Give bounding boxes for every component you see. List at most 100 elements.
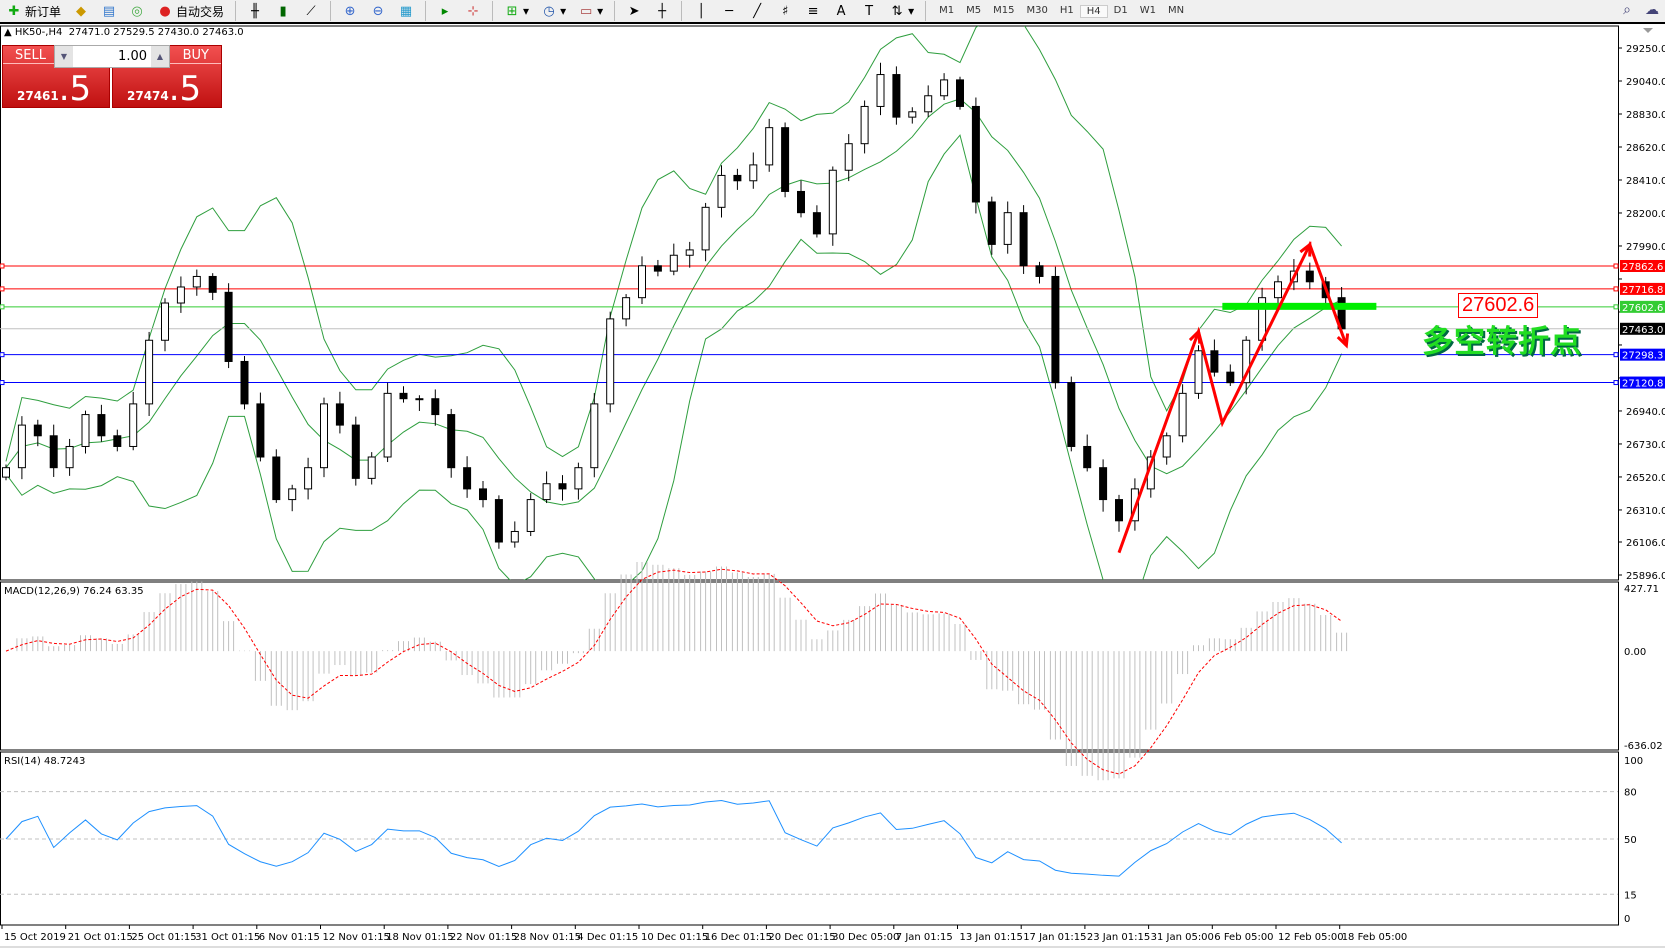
zoom-out-button[interactable]: ⊖ (366, 0, 390, 22)
price-tick-label: 28830.0 (1626, 110, 1665, 121)
bar-chart-button[interactable]: ╫ (243, 0, 267, 22)
periods-button[interactable]: ◷ ▾ (537, 0, 570, 22)
candle-bearish (1051, 275, 1060, 384)
candle-bullish (17, 424, 26, 469)
candle-bearish (1083, 445, 1092, 469)
price-tick-label: 25896.0 (1626, 571, 1665, 582)
candle-bullish (828, 169, 837, 235)
increase-lot-button[interactable]: ▲ (151, 46, 169, 67)
timeframe-m1[interactable]: M1 (939, 4, 955, 16)
time-tick-label: 18 Nov 01:15 (386, 932, 453, 943)
candle-bearish (558, 483, 567, 490)
timeframe-h4[interactable]: H4 (1079, 4, 1108, 18)
line-handle (1613, 304, 1619, 310)
time-tick-label: 16 Dec 01:15 (705, 932, 772, 943)
timeframe-m30[interactable]: M30 (1026, 4, 1048, 16)
status-strip (0, 946, 1665, 948)
fibonacci-icon: ≡ (807, 3, 819, 19)
candle-bearish (49, 435, 58, 469)
macd-tick-label: 0.00 (1624, 647, 1646, 658)
text-button[interactable]: A (829, 0, 853, 22)
horizontal-line-button[interactable]: ─ (717, 0, 741, 22)
decrease-lot-button[interactable]: ▼ (55, 46, 73, 67)
price-tick-label: 28200.0 (1626, 209, 1665, 220)
toolbar-right: ⌕ ☁ (1623, 2, 1659, 18)
timeframe-d1[interactable]: D1 (1113, 4, 1128, 16)
candle-bearish (431, 398, 440, 416)
candle-bullish (81, 414, 90, 447)
line-handle (0, 286, 5, 292)
bb-upper (5, 26, 1342, 462)
timeframe-m15[interactable]: M15 (993, 4, 1015, 16)
arrows-icon: ⇅ (891, 3, 903, 19)
candle-bearish (208, 275, 217, 293)
price-annotation-box[interactable]: 27602.6 (1458, 293, 1539, 318)
timeframe-w1[interactable]: W1 (1139, 4, 1156, 16)
price-tick-label: 28620.0 (1626, 143, 1665, 154)
signal-icon: ◎ (131, 3, 143, 19)
chart-shift-button[interactable]: ⊹ (461, 0, 485, 22)
candle-bearish (797, 190, 805, 214)
candle-bearish (1099, 467, 1108, 501)
channel-button[interactable]: ♯ (773, 0, 797, 22)
time-tick-label: 17 Jan 01:15 (1023, 932, 1086, 943)
fibonacci-button[interactable]: ≡ (801, 0, 825, 22)
candle-bullish (622, 297, 631, 320)
candle-bullish (908, 111, 917, 118)
bb-lower (5, 134, 1343, 580)
navigator-button[interactable]: ▤ (97, 0, 121, 22)
autoscroll-button[interactable]: ▸ (433, 0, 457, 22)
candle-bullish (606, 318, 615, 405)
line-handle (1613, 380, 1619, 386)
trendline-button[interactable]: ╱ (745, 0, 769, 22)
timeframe-m5[interactable]: M5 (966, 4, 982, 16)
timeframe-h1[interactable]: H1 (1059, 4, 1074, 16)
candlestick-button[interactable]: ▮ (271, 0, 295, 22)
tile-windows-button[interactable]: ▦ (394, 0, 418, 22)
cloud-icon[interactable]: ☁ (1645, 2, 1659, 18)
arrows-button[interactable]: ⇅ ▾ (885, 0, 918, 22)
price-level-tag-label: 27298.3 (1622, 351, 1663, 362)
ohlc-readout: 27471.0 27529.5 27430.0 27463.0 (68, 27, 244, 38)
zoom-in-button[interactable]: ⊕ (338, 0, 362, 22)
new-order-button[interactable]: ✚ 新订单 (2, 0, 65, 22)
template-icon: ▭ (579, 3, 593, 19)
arrow-head-icon (1188, 328, 1202, 344)
symbol-label: HK50-,H4 (14, 27, 63, 38)
channel-icon: ♯ (781, 3, 789, 19)
trendline-icon: ╱ (753, 3, 762, 19)
crosshair-button[interactable]: ┼ (650, 0, 674, 22)
timeframe-mn[interactable]: MN (1167, 4, 1185, 16)
candle-bearish (781, 127, 790, 192)
vertical-line-button[interactable]: │ (689, 0, 713, 22)
text-label-button[interactable]: T (857, 0, 881, 22)
line-handle (1613, 263, 1619, 269)
indicators-button[interactable]: ⊞ ▾ (500, 0, 533, 22)
price-level-tag (1620, 259, 1665, 272)
time-tick-label: 7 Jan 01:15 (896, 932, 953, 943)
lot-size-input[interactable]: 1.00 (118, 49, 147, 64)
time-tick-label: 6 Feb 05:00 (1214, 932, 1273, 943)
price-tick-label: 26520.0 (1626, 473, 1665, 484)
search-icon[interactable]: ⌕ (1623, 2, 1631, 18)
auto-trading-button[interactable]: ● 自动交易 (153, 0, 228, 22)
time-tick-label: 15 Oct 2019 (4, 932, 66, 943)
history-button[interactable]: ◆ (69, 0, 93, 22)
templates-button[interactable]: ▭ ▾ (579, 3, 604, 19)
time-tick-label: 23 Jan 01:15 (1087, 932, 1150, 943)
cursor-button[interactable]: ➤ (622, 0, 646, 22)
candle-bearish (1210, 350, 1219, 373)
candle-bullish (320, 403, 328, 469)
price-level-tag (1620, 300, 1665, 313)
divider (614, 1, 616, 21)
line-chart-icon: ⟋ (306, 3, 316, 19)
candle-bullish (844, 143, 853, 171)
candle-bearish (494, 499, 503, 543)
scroll-marker-icon (1643, 28, 1653, 33)
line-chart-button[interactable]: ⟋ (299, 0, 323, 22)
turning-point-annotation[interactable]: 多空转折点 (1422, 324, 1582, 360)
lot-size-stepper[interactable]: ▼ 1.00 ▲ (54, 45, 170, 68)
signals-button[interactable]: ◎ (125, 0, 149, 22)
price-level-tag-label: 27120.8 (1622, 379, 1663, 390)
